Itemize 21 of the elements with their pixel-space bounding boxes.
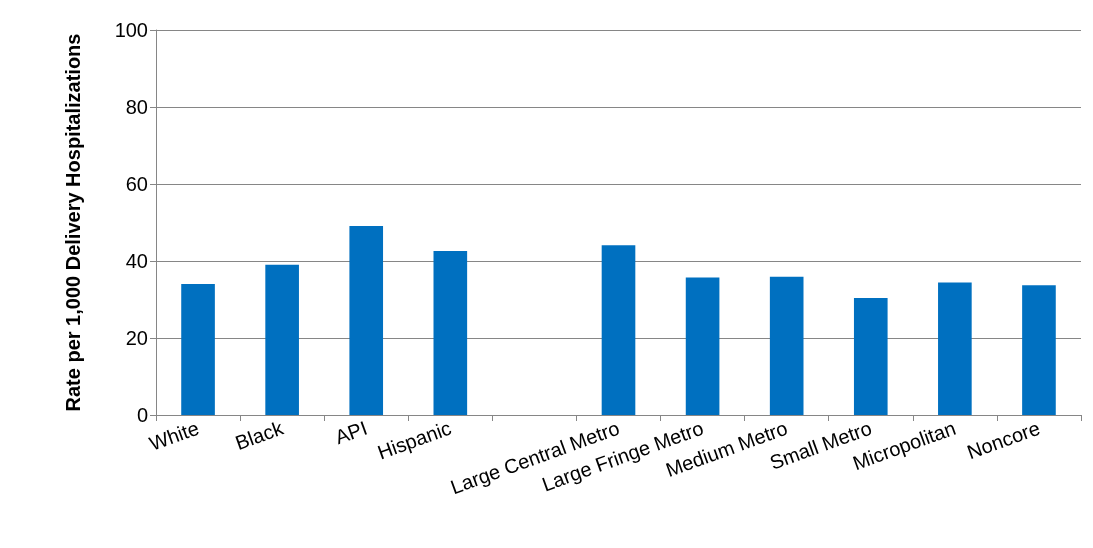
bar: [181, 284, 215, 415]
bar: [853, 297, 888, 415]
bar: [769, 276, 804, 415]
bar: [349, 225, 384, 415]
bar: [265, 264, 299, 415]
bar: [938, 282, 972, 415]
x-tick-label: Noncore: [964, 416, 1043, 464]
bar: [1022, 285, 1056, 415]
y-tick-label: 0: [136, 404, 148, 426]
y-tick-label: 20: [125, 327, 148, 349]
bar: [601, 245, 636, 415]
y-tick-label: 40: [125, 250, 148, 272]
x-tick-label: White: [146, 416, 202, 455]
x-tick-label: Black: [232, 416, 287, 455]
bar: [685, 277, 720, 415]
y-tick-label: 60: [125, 173, 148, 195]
bar: [433, 250, 468, 415]
y-tick-label: 80: [125, 96, 148, 118]
x-tick-label: API: [332, 416, 370, 449]
y-tick-label: 100: [114, 19, 148, 41]
y-axis-title: Rate per 1,000 Delivery Hospitalizations: [62, 33, 84, 412]
